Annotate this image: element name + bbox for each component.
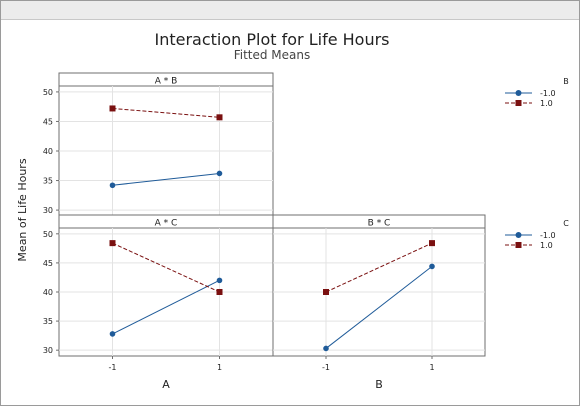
panel-2-xtick-label-1: 1	[217, 363, 222, 372]
y-axis-label: Mean of Life Hours	[16, 158, 29, 261]
legend-top: B -1.0 1.0	[505, 77, 569, 108]
panel-2-series-low-point-0	[109, 331, 116, 337]
panel-2-ytick-label-0: 30	[43, 346, 53, 355]
panel-1-series-low-line	[112, 172, 220, 186]
panel-3-series-low-line	[325, 266, 433, 349]
panel-1-series-low-point-1	[216, 170, 223, 177]
panel-3-xtick-label-0: -1	[322, 363, 330, 372]
panel-2-series-high-line	[112, 242, 220, 293]
panel-2-ytick-label-3: 45	[43, 259, 53, 268]
legend-bottom-label-high: 1.0	[540, 241, 553, 250]
legend-bottom-label-low: -1.0	[540, 231, 556, 240]
panel-1-ytick-label-0: 30	[43, 206, 53, 215]
panel-1-ytick-label-1: 35	[43, 177, 53, 186]
x-axis-label-a: A	[162, 378, 170, 391]
legend-top-marker-high	[515, 100, 522, 106]
x-axis-label-b: B	[375, 378, 383, 391]
panel-1-ytick-label-3: 45	[43, 117, 53, 126]
legend-top-title: B	[563, 77, 569, 86]
panel-3-title: B * C	[368, 219, 391, 229]
panel-1-series-high-point-0	[109, 105, 116, 112]
panel-2-title: A * C	[155, 219, 178, 229]
legend-bottom-title: C	[563, 219, 569, 228]
panel-2-series-low-point-1	[216, 277, 223, 284]
panel-2-series-high-point-0	[109, 240, 116, 247]
panel-3-series-high-line	[325, 242, 433, 293]
panel-2-xtick-label-0: -1	[109, 363, 117, 372]
legend-top-label-low: -1.0	[540, 89, 556, 98]
panel-1-series-high-point-1	[216, 114, 223, 121]
legend-top-label-high: 1.0	[540, 99, 553, 108]
panel-1-ytick-label-4: 50	[43, 88, 53, 97]
chart-subtitle: Fitted Means	[234, 48, 311, 62]
panel-2-series-low-line	[112, 279, 220, 335]
panel-2-ytick-label-4: 50	[43, 230, 53, 239]
panel-3-series-low-point-0	[323, 345, 329, 352]
panel-3-series-high-point-0	[323, 289, 329, 295]
legend-bottom-marker-low	[515, 232, 522, 238]
window-title-bar	[1, 1, 579, 20]
legend-bottom-marker-high	[515, 242, 522, 248]
panel-1-series-low-point-0	[109, 182, 116, 189]
panel-3-xtick-label-1: 1	[429, 363, 434, 372]
panel-3-series-high-point-1	[429, 240, 435, 247]
panel-2-ytick-label-2: 40	[43, 288, 53, 297]
panel-2-series-high-point-1	[216, 289, 223, 295]
legend-top-marker-low	[515, 90, 522, 96]
panel-1-ytick-label-2: 40	[43, 147, 53, 156]
panel-2-ytick-label-1: 35	[43, 317, 53, 326]
chart-title: Interaction Plot for Life Hours	[154, 30, 389, 49]
legend-bottom: C -1.0 1.0	[505, 219, 569, 250]
panel-1-title: A * B	[155, 77, 178, 87]
panel-3-series-low-point-1	[429, 263, 435, 270]
